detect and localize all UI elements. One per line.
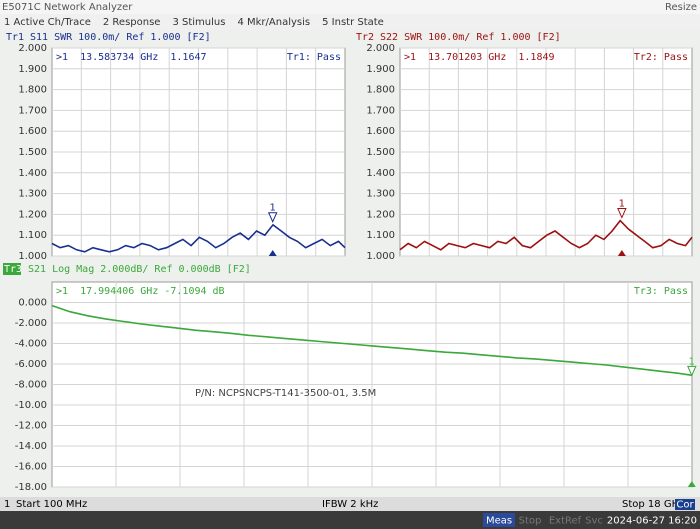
menu-item[interactable]: 4 Mkr/Analysis bbox=[237, 17, 310, 28]
trace-label: Tr2 bbox=[356, 32, 374, 43]
extref: ExtRef bbox=[549, 516, 582, 527]
title-bar bbox=[0, 0, 700, 14]
svc: Svc bbox=[585, 516, 603, 527]
menu-item[interactable]: 2 Response bbox=[103, 17, 161, 28]
y-tick-label: 1.100 bbox=[18, 230, 47, 241]
marker-axis bbox=[687, 481, 696, 487]
start: Start 100 MHz bbox=[16, 499, 87, 510]
pass-label: Tr2: Pass bbox=[634, 52, 688, 63]
y-tick-label: 1.000 bbox=[18, 251, 47, 262]
y-tick-label: 1.400 bbox=[18, 168, 47, 179]
y-tick-label: 1.900 bbox=[18, 64, 47, 75]
y-tick-label: 1.200 bbox=[366, 209, 395, 220]
menu-item[interactable]: 1 Active Ch/Trace bbox=[4, 17, 91, 28]
cor: Cor bbox=[676, 500, 694, 511]
y-tick-label: -8.000 bbox=[15, 380, 47, 391]
trace-label: Tr3 bbox=[4, 264, 22, 275]
marker-name: 1 bbox=[689, 356, 695, 367]
trace-line bbox=[51, 304, 693, 377]
marker-readout: >1 13.701203 GHz 1.1849 bbox=[404, 52, 555, 63]
y-tick-label: -6.000 bbox=[15, 359, 47, 370]
y-tick-label: -18.00 bbox=[15, 482, 47, 493]
y-tick-label: 1.500 bbox=[366, 147, 395, 158]
y-tick-label: -12.00 bbox=[15, 421, 47, 432]
y-tick-label: 2.000 bbox=[366, 43, 395, 54]
y-tick-label: 1.000 bbox=[366, 251, 395, 262]
marker bbox=[617, 208, 627, 219]
pass-label: Tr1: Pass bbox=[287, 52, 341, 63]
ifbw: IFBW 2 kHz bbox=[322, 499, 378, 510]
y-tick-label: 1.500 bbox=[18, 147, 47, 158]
trace-line bbox=[399, 219, 693, 251]
y-tick-label: 1.800 bbox=[366, 85, 395, 96]
marker-name: 1 bbox=[270, 203, 276, 214]
menu: 1 Active Ch/Trace 2 Response 3 Stimulus 4 M… bbox=[4, 17, 384, 28]
stop-status: Stop bbox=[519, 516, 542, 527]
menu-bar bbox=[0, 14, 700, 30]
marker-axis bbox=[617, 250, 626, 256]
y-tick-label: -10.00 bbox=[15, 400, 47, 411]
y-tick-label: 1.700 bbox=[18, 105, 47, 116]
trace-line bbox=[51, 223, 346, 253]
clock: 2024-06-27 16:20 bbox=[607, 516, 697, 527]
y-tick-label: 1.600 bbox=[18, 126, 47, 137]
marker-readout: >1 13.583734 GHz 1.1647 bbox=[56, 52, 207, 63]
trace-badge bbox=[3, 263, 21, 275]
y-tick-label: 1.100 bbox=[366, 230, 395, 241]
pass-label: Tr3: Pass bbox=[634, 286, 688, 297]
meas-box bbox=[483, 513, 515, 527]
trace-header: S11 SWR 100.0m/ Ref 1.000 [F2] bbox=[30, 32, 211, 43]
trace-header: S21 Log Mag 2.000dB/ Ref 0.000dB [F2] bbox=[28, 264, 251, 275]
y-tick-label: 1.300 bbox=[366, 189, 395, 200]
y-tick-label: 1.300 bbox=[18, 189, 47, 200]
footer-bar bbox=[0, 497, 700, 511]
status-bar bbox=[0, 511, 700, 529]
marker bbox=[267, 212, 278, 223]
stop-freq: Stop 18 GHz bbox=[622, 499, 684, 510]
window-title: E5071C Network Analyzer bbox=[2, 2, 133, 13]
resize[interactable]: Resize bbox=[665, 2, 697, 13]
meas[interactable]: Meas bbox=[486, 516, 512, 527]
marker-readout: >1 17.994406 GHz -7.1094 dB bbox=[56, 286, 225, 297]
marker-name: 1 bbox=[619, 199, 625, 210]
trace-label: Tr1 bbox=[6, 32, 24, 43]
menu-item[interactable]: 3 Stimulus bbox=[172, 17, 225, 28]
marker bbox=[687, 365, 697, 377]
y-tick-label: -16.00 bbox=[15, 462, 47, 473]
y-tick-label: 1.800 bbox=[18, 85, 47, 96]
marker-axis bbox=[268, 250, 277, 256]
y-tick-label: 1.400 bbox=[366, 168, 395, 179]
y-tick-label: -4.000 bbox=[15, 339, 47, 350]
trace-header: S22 SWR 100.0m/ Ref 1.000 [F2] bbox=[380, 32, 561, 43]
y-tick-label: 1.200 bbox=[18, 209, 47, 220]
y-tick-label: 1.900 bbox=[366, 64, 395, 75]
y-tick-label: -2.000 bbox=[15, 318, 47, 329]
channel: 1 bbox=[4, 499, 10, 510]
y-tick-label: 2.000 bbox=[18, 43, 47, 54]
y-tick-label: -14.00 bbox=[15, 441, 47, 452]
y-tick-label: 0.000 bbox=[18, 298, 47, 309]
y-tick-label: 1.700 bbox=[366, 105, 395, 116]
y-tick-label: 1.600 bbox=[366, 126, 395, 137]
cor-box bbox=[675, 499, 695, 510]
annotation: P/N: NCPSNCPS-T141-3500-01, 3.5M bbox=[195, 388, 376, 399]
menu-item[interactable]: 5 Instr State bbox=[322, 17, 384, 28]
